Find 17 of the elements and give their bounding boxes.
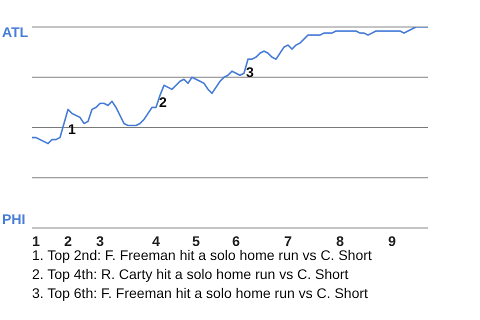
- x-tick-label: 7: [284, 232, 292, 249]
- x-tick-label: 3: [96, 232, 104, 249]
- annotation: 1: [68, 121, 76, 137]
- x-tick-label: 6: [232, 232, 240, 249]
- text: 1. Top 2nd: F. Freeman hit a solo home run vs C. Short: [32, 247, 372, 263]
- x-tick-label: 8: [336, 232, 344, 249]
- text: ATL: [2, 24, 28, 40]
- annotation: 2: [159, 94, 167, 110]
- x-tick-label: 9: [388, 232, 396, 249]
- text: PHI: [2, 211, 26, 227]
- text: 3. Top 6th: F. Freeman hit a solo home run vs C. Short: [32, 284, 369, 303]
- x-tick-label: 4: [152, 232, 160, 249]
- text: 2. Top 4th: R. Carty hit a solo home run vs C. Short: [32, 265, 350, 284]
- x-tick-label: 2: [64, 232, 72, 249]
- x-tick-label: 5: [192, 232, 200, 249]
- annotation: 3: [246, 64, 254, 80]
- x-tick-label: 1: [32, 232, 40, 249]
